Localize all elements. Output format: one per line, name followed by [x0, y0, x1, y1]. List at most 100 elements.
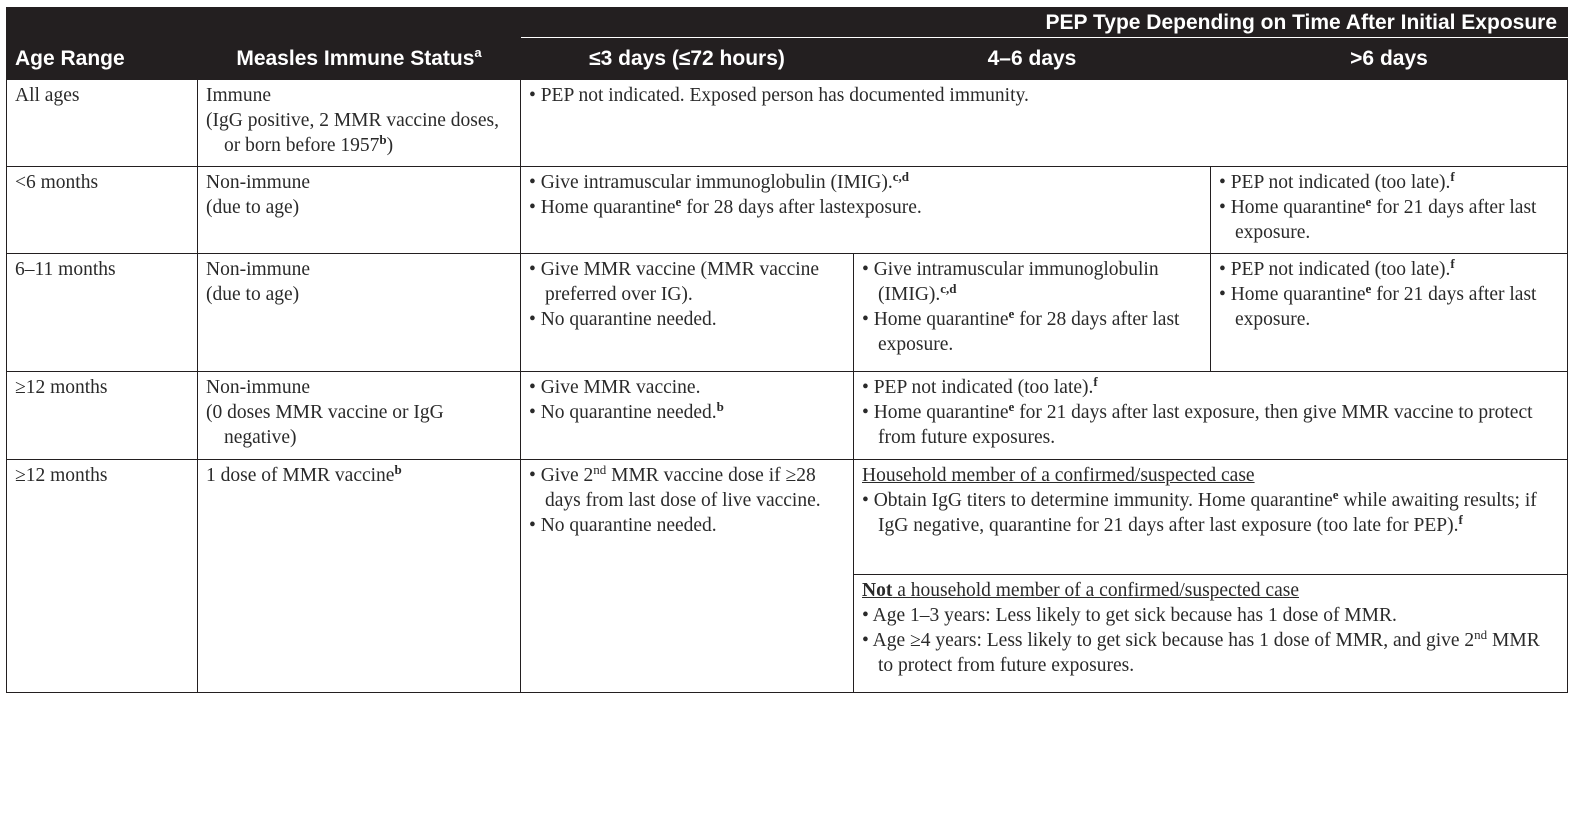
- non-household-title: Not a household member of a confirmed/su…: [862, 578, 1559, 603]
- status-line: Non-immune: [206, 172, 310, 193]
- table-row: <6 months Non-immune (due to age) • Give…: [6, 166, 1569, 254]
- bullet-item: • Home quarantinee for 21 days after las…: [1219, 195, 1559, 245]
- bullet-glyph: •: [1219, 172, 1226, 193]
- table-row: Not a household member of a confirmed/su…: [7, 574, 1569, 693]
- cell-age: All ages: [6, 79, 198, 167]
- age-text: ≥12 months: [15, 377, 108, 398]
- status-detail-text: (IgG positive, 2 MMR vaccine doses, or b…: [206, 110, 499, 156]
- header-group-title: PEP Type Depending on Time After Initial…: [519, 7, 1569, 38]
- bullet-item: • PEP not indicated (too late).f: [862, 375, 1559, 400]
- bullet-item: • No quarantine needed.: [529, 513, 845, 538]
- bullet-text: No quarantine needed.: [540, 309, 717, 330]
- non-household-title-bold: Not: [862, 580, 893, 601]
- bullet-glyph: •: [862, 309, 869, 330]
- bullet-text-cont: while awaiting results; if IgG negative,…: [878, 490, 1537, 536]
- footnote-sup: f: [1458, 512, 1463, 527]
- bullet-text: PEP not indicated (too late).: [1230, 172, 1451, 193]
- status-detail: (due to age): [206, 197, 300, 218]
- bullet-glyph: •: [529, 309, 536, 330]
- cell-age: 6–11 months: [6, 253, 198, 372]
- age-text: All ages: [15, 85, 80, 106]
- ordinal-sup: nd: [1474, 627, 1488, 642]
- bullet-glyph: •: [529, 402, 536, 423]
- table-row: 6–11 months Non-immune (due to age) • Gi…: [6, 253, 1569, 372]
- status-detail-end: ): [386, 135, 394, 156]
- bullet-glyph: •: [862, 259, 869, 280]
- bullet-text: Home quarantine: [540, 197, 676, 218]
- status-text: 1 dose of MMR vaccine: [206, 465, 395, 486]
- table-row: ≥12 months 1 dose of MMR vaccineb • Give…: [6, 459, 1569, 693]
- bullet-glyph: •: [862, 490, 869, 511]
- cell-time-2: • Give intramuscular immunoglobulin (IMI…: [853, 253, 1211, 372]
- bullet-item: • PEP not indicated (too late).f: [1219, 170, 1559, 195]
- measles-pep-table: PEP Type Depending on Time After Initial…: [6, 7, 1569, 693]
- header-time-3: >6 days: [1209, 37, 1569, 80]
- cell-age: ≥12 months: [6, 371, 198, 460]
- bullet-glyph: •: [862, 377, 869, 398]
- header-age-range: Age Range: [6, 37, 198, 80]
- bullet-text: Home quarantine: [873, 309, 1009, 330]
- cell-time-1: • Give MMR vaccine. • No quarantine need…: [520, 371, 854, 460]
- header-immune-status: Measles Immune Statusa: [197, 37, 521, 80]
- bullet-text: No quarantine needed.: [540, 402, 717, 423]
- bullet-glyph: •: [529, 85, 536, 106]
- bullet-glyph: •: [529, 377, 536, 398]
- footnote-sup: c,d: [940, 281, 957, 296]
- age-text: ≥12 months: [15, 465, 108, 486]
- footnote-sup: e: [1365, 194, 1372, 209]
- footnote-sup: f: [1093, 374, 1098, 389]
- cell-age: ≥12 months: [6, 459, 198, 693]
- bullet-item: • PEP not indicated (too late).f: [1219, 257, 1559, 282]
- bullet-text-cont: MMR vaccine dose if ≥28 days from last d…: [545, 465, 821, 511]
- status-line: Immune: [206, 85, 271, 106]
- bullet-item: • Obtain IgG titers to determine immunit…: [862, 488, 1559, 538]
- bullet-item: • Give 2nd MMR vaccine dose if ≥28 days …: [529, 463, 845, 513]
- bullet-item: • Home quarantinee for 28 days after las…: [529, 195, 1202, 220]
- header-blank: [197, 7, 521, 38]
- bullet-item: • Give MMR vaccine (MMR vaccine preferre…: [529, 257, 845, 307]
- cell-age: <6 months: [6, 166, 198, 254]
- bullet-text-cont: for 28 days after last exposure.: [878, 309, 1180, 355]
- footnote-sup: f: [1450, 169, 1455, 184]
- bullet-text: Give intramuscular immunoglobulin (IMIG)…: [873, 259, 1159, 305]
- age-text: <6 months: [15, 172, 99, 193]
- header-immune-status-label: Measles Immune Status: [236, 46, 475, 70]
- bullet-item: • Home quarantinee for 21 days after las…: [862, 400, 1559, 450]
- status-detail: (IgG positive, 2 MMR vaccine doses, or b…: [206, 108, 512, 158]
- cell-household: Household member of a confirmed/suspecte…: [852, 459, 1569, 575]
- footnote-sup: b: [716, 399, 724, 414]
- footnote-sup: e: [675, 194, 682, 209]
- table-row: All ages Immune (IgG positive, 2 MMR vac…: [6, 79, 1569, 167]
- status-detail: (0 doses MMR vaccine or IgG negative): [206, 402, 444, 448]
- footnote-sup: c,d: [892, 169, 909, 184]
- footnote-sup: e: [1332, 487, 1339, 502]
- bullet-text: Give intramuscular immunoglobulin (IMIG)…: [540, 172, 893, 193]
- bullet-text-cont: MMR to protect from future exposures.: [878, 630, 1540, 676]
- cell-time-1-2: • Give intramuscular immunoglobulin (IMI…: [520, 166, 1211, 254]
- bullet-item: • Give MMR vaccine.: [529, 375, 845, 400]
- bullet-glyph: •: [1219, 284, 1226, 305]
- header-immune-status-sup: a: [474, 44, 482, 60]
- footnote-sup: e: [1365, 281, 1372, 296]
- bullet-glyph: •: [529, 465, 536, 486]
- bullet-glyph: •: [529, 515, 536, 536]
- bullet-text-cont: for 21 days after last exposure, then gi…: [878, 402, 1533, 448]
- bullet-glyph: •: [1219, 197, 1226, 218]
- cell-status: Immune (IgG positive, 2 MMR vaccine dose…: [197, 79, 521, 167]
- bullet-text: Home quarantine: [873, 402, 1009, 423]
- cell-status: 1 dose of MMR vaccineb: [197, 459, 521, 693]
- cell-time-3: • PEP not indicated (too late).f • Home …: [1209, 253, 1569, 372]
- bullet-text: Give MMR vaccine (MMR vaccine preferred …: [540, 259, 820, 305]
- header-time-1: ≤3 days (≤72 hours): [520, 37, 854, 80]
- footnote-sup: e: [1008, 306, 1015, 321]
- bullet-glyph: •: [862, 605, 869, 626]
- bullet-text-cont: for 21 days after last exposure.: [1235, 284, 1537, 330]
- bullet-text-cont: for 21 days after last exposure.: [1235, 197, 1537, 243]
- bullet-text: No quarantine needed.: [540, 515, 717, 536]
- bullet-item: • Home quarantinee for 21 days after las…: [1219, 282, 1559, 332]
- bullet-item: • Home quarantinee for 28 days after las…: [862, 307, 1202, 357]
- bullet-text: Age ≥4 years: Less likely to get sick be…: [872, 630, 1475, 651]
- cell-status: Non-immune (due to age): [197, 166, 521, 254]
- household-title: Household member of a confirmed/suspecte…: [862, 465, 1255, 486]
- bullet-text: Age 1–3 years: Less likely to get sick b…: [872, 605, 1397, 626]
